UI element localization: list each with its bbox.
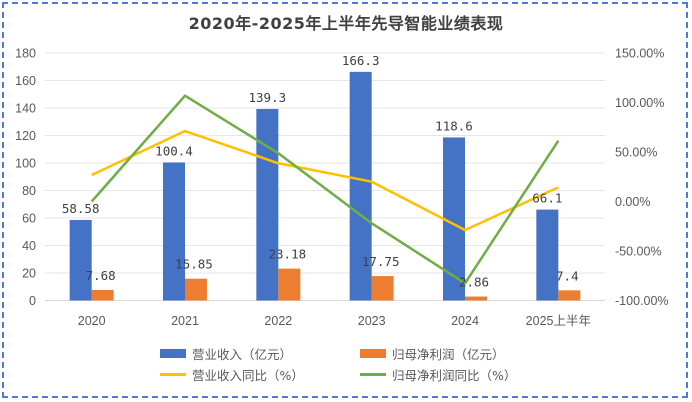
- legend-item-revenue-yoy: 营业收入同比（%）: [160, 365, 304, 384]
- bars: [69, 71, 581, 301]
- x-tick-label: 2021: [171, 314, 199, 328]
- data-label: 23.18: [269, 247, 307, 262]
- line-net-profit-yoy: [90, 94, 560, 285]
- x-tick-label: 2023: [358, 314, 386, 328]
- bar-net-profit: [278, 268, 301, 301]
- legend-swatch-revenue-yoy: [160, 373, 186, 376]
- right-tick-label: 100.00%: [615, 96, 664, 110]
- right-tick-label: 150.00%: [615, 47, 664, 61]
- bar-revenue: [443, 137, 465, 301]
- data-label: 118.6: [435, 118, 473, 133]
- x-tick-label: 2022: [264, 314, 292, 328]
- bar-net-profit: [371, 276, 394, 301]
- left-tick-label: 0: [29, 294, 36, 308]
- bar-revenue: [69, 219, 92, 301]
- bar-revenue: [536, 209, 559, 301]
- data-label: 17.75: [362, 254, 400, 269]
- left-tick-label: 160: [15, 74, 36, 88]
- left-tick-label: 120: [15, 129, 36, 143]
- gridlines: [45, 52, 605, 301]
- legend-swatch-net-profit: [360, 349, 386, 358]
- line-revenue-yoy: [91, 129, 559, 232]
- chart-title: 2020年-2025年上半年先导智能业绩表现: [188, 14, 504, 33]
- left-axis-ticks: 0 20 40 60 80 100 120 140 160 180: [15, 47, 36, 309]
- legend-swatch-net-profit-yoy: [360, 373, 386, 376]
- right-tick-label: -100.00%: [615, 294, 669, 308]
- data-label: 7.68: [86, 268, 116, 283]
- data-label: 15.85: [175, 257, 213, 272]
- right-tick-label: 50.00%: [615, 146, 657, 160]
- legend-swatch-revenue: [160, 349, 186, 358]
- legend-item-net-profit-yoy: 归母净利润同比（%）: [360, 365, 516, 384]
- right-tick-label: 0.00%: [615, 195, 650, 209]
- left-tick-label: 40: [22, 239, 36, 253]
- data-label: 58.58: [62, 201, 100, 216]
- legend-label-revenue: 营业收入（亿元）: [192, 347, 293, 362]
- bar-net-profit: [185, 278, 207, 301]
- data-label: 7.4: [556, 268, 579, 283]
- left-tick-label: 140: [15, 102, 36, 116]
- bar-revenue: [256, 108, 279, 301]
- data-label: 166.3: [342, 53, 380, 68]
- bar-revenue: [163, 162, 185, 301]
- bar-net-profit: [91, 289, 114, 301]
- lines: [90, 94, 560, 285]
- left-tick-label: 60: [22, 212, 36, 226]
- x-tick-label: 2025上半年: [526, 314, 591, 328]
- left-tick-label: 100: [15, 157, 36, 171]
- bar-net-profit: [558, 290, 581, 301]
- left-tick-label: 180: [15, 47, 36, 61]
- x-tick-label: 2024: [451, 314, 479, 328]
- data-label: 139.3: [249, 90, 287, 105]
- x-tick-label: 2020: [78, 314, 106, 328]
- chart-frame: [2, 2, 688, 398]
- data-label: 100.4: [155, 143, 193, 158]
- left-tick-label: 80: [22, 184, 36, 198]
- bar-revenue: [349, 71, 372, 301]
- legend-label-revenue-yoy: 营业收入同比（%）: [192, 368, 304, 383]
- legend-label-net-profit: 归母净利润（亿元）: [392, 347, 505, 362]
- right-axis-ticks: -100.00% -50.00% 0.00% 50.00% 100.00% 150.00%: [615, 47, 669, 309]
- left-tick-label: 20: [22, 267, 36, 281]
- x-axis-ticks: 2020 2021 2022 2023 2024 2025上半年: [78, 314, 591, 328]
- data-label: 66.1: [532, 191, 562, 206]
- right-tick-label: -50.00%: [615, 245, 662, 259]
- legend-item-net-profit: 归母净利润（亿元）: [360, 344, 505, 363]
- legend-item-revenue: 营业收入（亿元）: [160, 344, 292, 363]
- data-label: 2.86: [459, 275, 489, 290]
- data-labels: 58.58 100.4 139.3 166.3 118.6 66.1 7.68 15.85 23…: [62, 53, 579, 290]
- legend-label-net-profit-yoy: 归母净利润同比（%）: [392, 368, 517, 383]
- bar-net-profit: [465, 296, 487, 301]
